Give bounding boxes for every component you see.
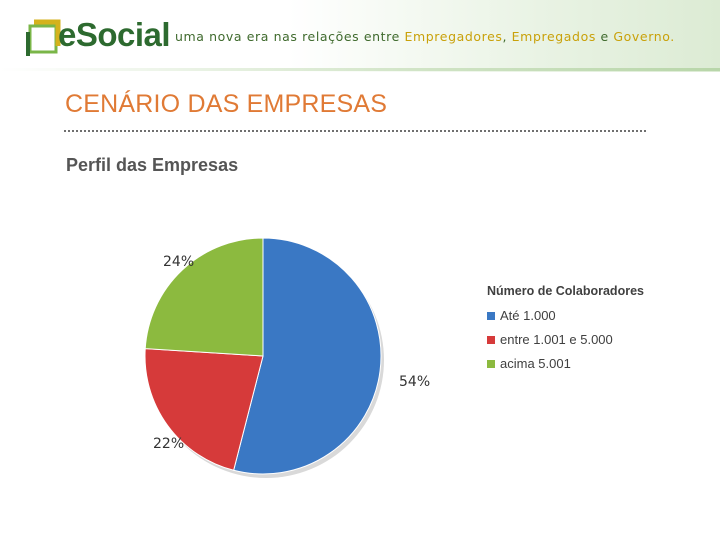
pie-percent-label: 54%: [399, 374, 430, 390]
tagline-government: Governo: [613, 29, 671, 44]
legend-swatch-green: [487, 359, 495, 368]
legend-item-entre-1001-5000: entre 1.001 e 5.000: [487, 332, 644, 347]
legend-title: Número de Colaboradores: [487, 284, 644, 298]
legend-swatch-red: [487, 335, 495, 344]
logo-mark-icon: [26, 19, 61, 56]
tagline-employees: Empregados: [511, 29, 596, 44]
page-title: CENÁRIO DAS EMPRESAS: [65, 90, 388, 118]
legend-swatch-blue: [487, 311, 495, 320]
header-tagline: uma nova era nas relações entre Empregad…: [175, 29, 675, 44]
header-bar: [0, 0, 720, 72]
pie-percent-label: 24%: [163, 254, 194, 270]
section-title: Perfil das Empresas: [66, 155, 239, 175]
legend-label: entre 1.001 e 5.000: [500, 332, 613, 347]
legend-item-acima-5001: acima 5.001: [487, 356, 644, 371]
legend-label: Até 1.000: [500, 308, 556, 323]
legend-label: acima 5.001: [500, 356, 571, 371]
pie-slice-ate-1000: [233, 237, 382, 475]
tagline-suffix: .: [670, 29, 675, 44]
pie-percent-label: 22%: [153, 436, 184, 452]
esocial-logo: [24, 14, 164, 60]
tagline-separator-1: ,: [502, 29, 512, 44]
chart-legend: Número de Colaboradores Até 1.000 entre …: [487, 284, 644, 380]
pie-slice-acima-5001: [144, 237, 264, 357]
pie-slice-entre-1001-5000: [144, 348, 264, 471]
tagline-separator-2: e: [595, 29, 614, 44]
legend-item-ate-1000: Até 1.000: [487, 308, 644, 323]
tagline-employers: Empregadores: [404, 29, 503, 44]
header-divider: [0, 68, 720, 71]
title-divider: [64, 130, 646, 132]
tagline-prefix: uma nova era nas relações entre: [175, 29, 405, 44]
logo-text: eSocial: [58, 16, 171, 53]
